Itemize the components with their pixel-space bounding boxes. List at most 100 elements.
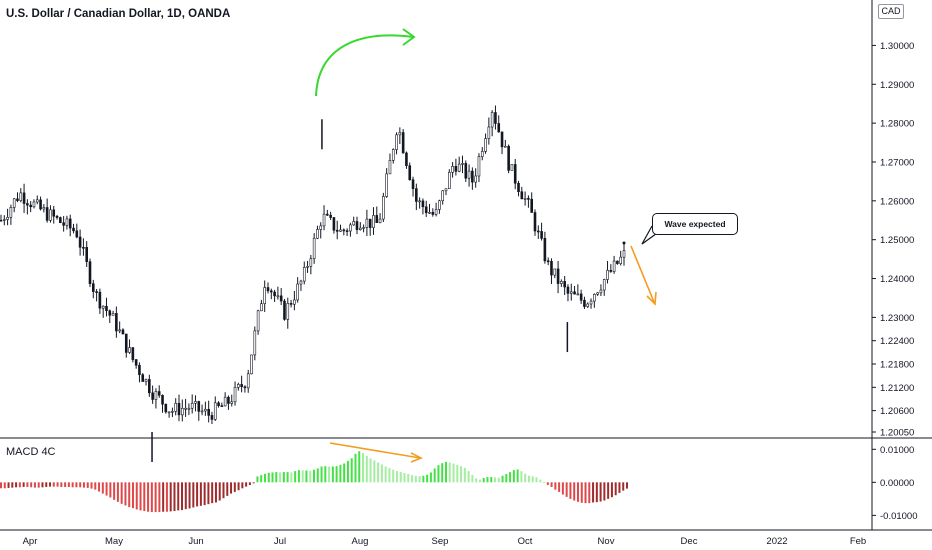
candle-body [441, 190, 445, 202]
candle-body [266, 287, 270, 292]
candle-body [2, 219, 6, 221]
macd-bar [165, 482, 168, 512]
macd-bar [399, 472, 402, 483]
macd-bar [452, 463, 455, 483]
price-candles [0, 105, 626, 462]
green-curved-arrow [315, 34, 414, 97]
macd-bar [245, 482, 248, 487]
macd-bar [211, 482, 214, 504]
candle-body [540, 231, 543, 239]
candle-body [240, 384, 243, 388]
macd-divergence-line [329, 442, 421, 459]
candle-body [16, 198, 19, 201]
macd-bar [199, 482, 202, 506]
macd-bar [116, 482, 119, 502]
macd-bar [214, 482, 217, 503]
candle-body [0, 219, 3, 222]
macd-bar [418, 476, 421, 483]
candle-body [599, 289, 603, 294]
macd-bar [433, 468, 436, 483]
macd-bar [471, 475, 474, 483]
candle-body [546, 260, 550, 263]
macd-bar [565, 482, 568, 497]
macd-bar [158, 482, 161, 513]
candle-body [306, 265, 309, 268]
macd-bar [11, 482, 14, 488]
candle-body [269, 290, 273, 293]
macd-bar [154, 482, 157, 513]
macd-bar [448, 462, 451, 483]
candle-body [467, 170, 471, 179]
candle-body [207, 408, 210, 416]
candle-body [507, 145, 510, 171]
candle-body [480, 151, 484, 157]
candle-body [177, 403, 181, 416]
macd-bar [3, 482, 6, 489]
candle-body [609, 269, 613, 272]
macd-bar [520, 471, 523, 483]
macd-bar [475, 478, 478, 483]
candle-body [194, 401, 197, 404]
macd-bar [301, 470, 304, 483]
currency-badge[interactable]: CAD [878, 4, 904, 19]
candle-body [530, 198, 534, 213]
macd-tick-label: 0.00000 [880, 478, 914, 489]
candle-body [75, 230, 79, 238]
indicator-title: MACD 4C [6, 446, 56, 458]
macd-bar [343, 463, 346, 483]
macd-bar [588, 482, 591, 504]
candle-body [12, 198, 16, 208]
candle-body [39, 199, 42, 210]
macd-bar [407, 474, 410, 483]
macd-bar [184, 482, 187, 510]
macd-bar [86, 482, 89, 488]
macd-bar [49, 482, 52, 487]
candle-body [563, 281, 566, 288]
macd-histogram [0, 451, 628, 513]
macd-bar [316, 468, 319, 483]
macd-bar [543, 482, 546, 484]
candle-body [98, 291, 102, 309]
candle-body [474, 175, 477, 183]
macd-bar [256, 476, 259, 483]
candle-body [527, 198, 530, 200]
macd-bar [279, 472, 282, 483]
candle-body [405, 152, 408, 166]
macd-bar [509, 472, 512, 483]
macd-bar [610, 482, 613, 498]
price-tick-label: 1.21800 [880, 360, 914, 371]
candle-body [32, 201, 36, 208]
candle-body [395, 134, 398, 150]
orange-arrowhead-icon [646, 291, 657, 306]
macd-bar [260, 475, 263, 483]
candle-body [415, 188, 418, 202]
candle-body [289, 303, 293, 305]
macd-bar [580, 482, 583, 503]
candle-body [342, 229, 346, 232]
macd-bar [263, 473, 266, 483]
candle-body [293, 299, 296, 305]
candle-body [115, 313, 118, 332]
macd-bar [550, 482, 553, 487]
macd-bar [384, 466, 387, 483]
candle-body [276, 295, 280, 298]
macd-bar [196, 482, 199, 507]
macd-bar [30, 482, 33, 488]
candle-body [148, 379, 151, 394]
candle-body [497, 123, 501, 133]
macd-bar [437, 465, 440, 483]
candle-body [230, 401, 234, 404]
candle-body [283, 300, 286, 320]
macd-bar [365, 455, 368, 483]
macd-bar [501, 475, 504, 483]
macd-bar [7, 482, 10, 488]
candle-body [85, 247, 89, 262]
macd-bar [113, 482, 116, 500]
chart-title: U.S. Dollar / Canadian Dollar, 1D, OANDA [6, 8, 231, 20]
candle-body [510, 164, 514, 171]
macd-bar [222, 482, 225, 499]
candle-body [375, 215, 379, 223]
candle-body [500, 131, 504, 148]
candle-body [362, 227, 365, 229]
candle-body [382, 196, 385, 220]
